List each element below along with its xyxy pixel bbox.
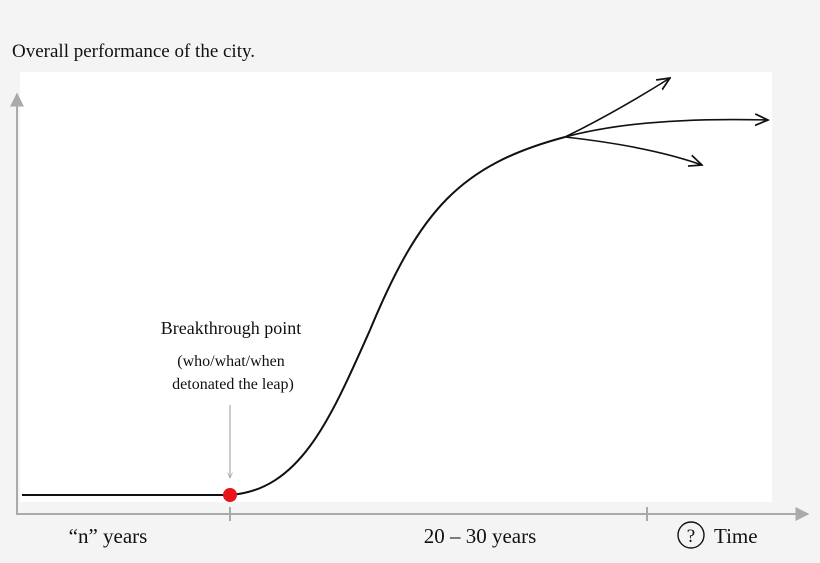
question-circle [677, 521, 705, 549]
plot-area [20, 72, 772, 502]
branch-up [564, 78, 670, 138]
branch-flat [564, 120, 768, 138]
branch-down [564, 136, 702, 165]
axis-label: Time [714, 524, 758, 548]
annotation-title: Breakthrough point [161, 318, 301, 338]
title: Overall performance of the city. [12, 41, 255, 62]
annotation-line: (who/what/when [177, 353, 285, 370]
question-mark: ? [687, 526, 695, 547]
segment-label: “n” years [69, 524, 148, 548]
s-curve [22, 136, 566, 496]
segment-label: 20 – 30 years [424, 524, 537, 548]
annotation-line: detonated the leap) [172, 376, 294, 393]
breakthrough-dot [223, 488, 237, 502]
